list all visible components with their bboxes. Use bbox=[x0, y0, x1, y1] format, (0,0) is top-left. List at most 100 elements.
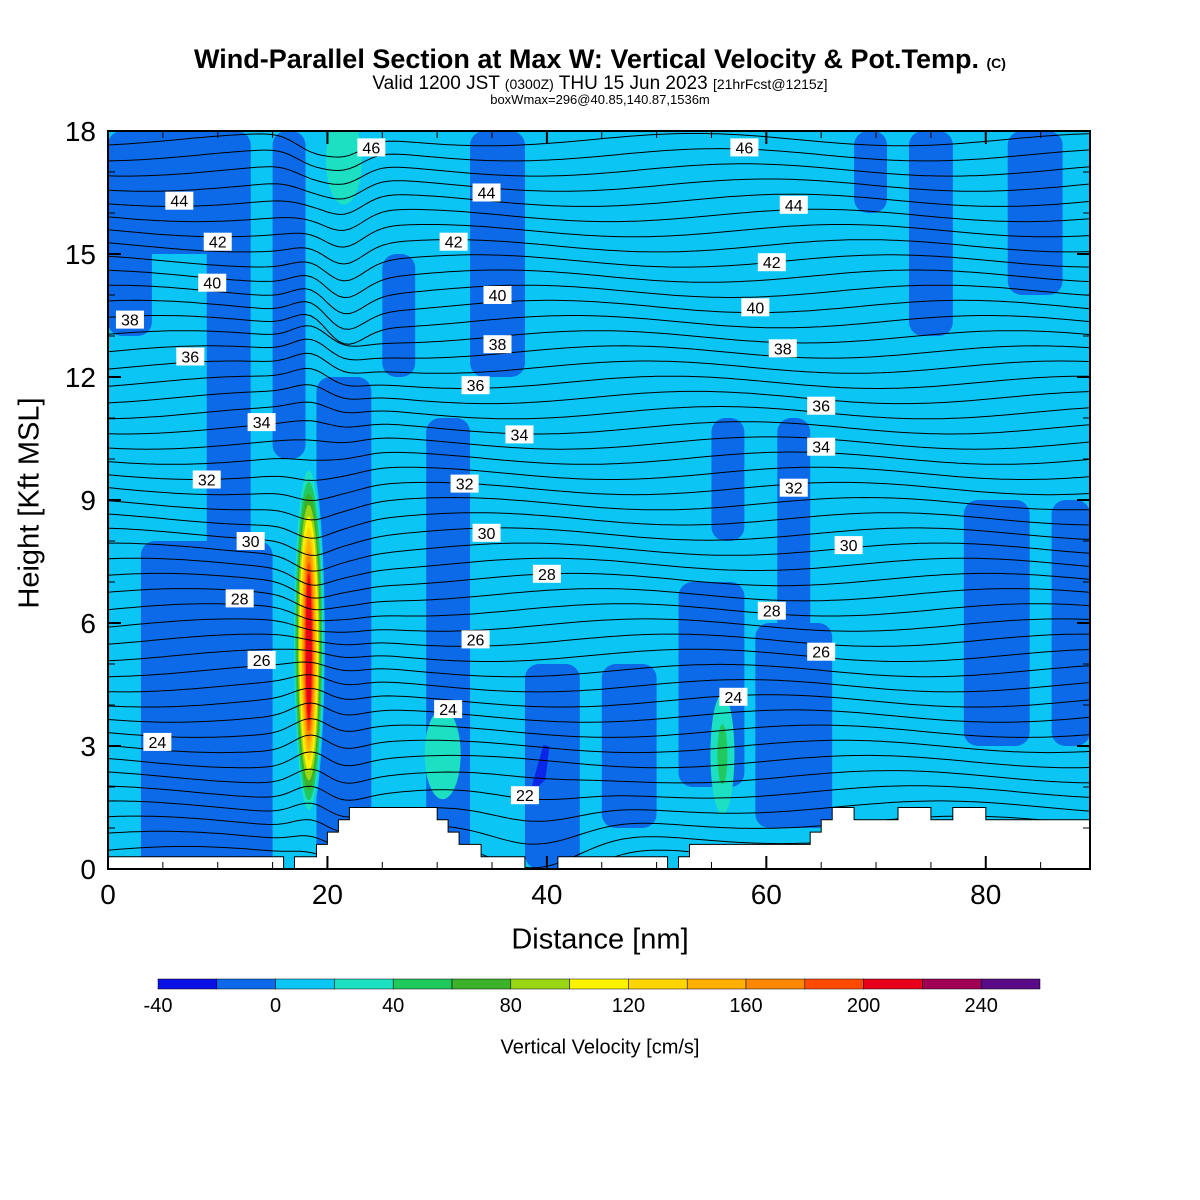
theta-label-box bbox=[461, 630, 490, 649]
theta-label-box bbox=[143, 732, 172, 751]
downdraft-region bbox=[777, 418, 811, 664]
colorbar-swatch bbox=[334, 978, 394, 990]
theta-label-box bbox=[719, 687, 748, 706]
theta-label-text: 46 bbox=[735, 140, 753, 157]
theta-label-text: 32 bbox=[456, 477, 474, 494]
colorbar-swatch bbox=[216, 978, 276, 990]
theta-contour-label: 28 bbox=[225, 589, 254, 608]
theta-label-box bbox=[505, 425, 534, 444]
theta-contour-line bbox=[108, 313, 1090, 345]
theta-label-text: 26 bbox=[253, 653, 271, 670]
x-axis-label: Distance [nm] bbox=[511, 923, 689, 956]
theta-contour-label: 22 bbox=[510, 786, 539, 805]
colorbar-tick-label: 160 bbox=[729, 995, 762, 1017]
theta-label-text: 36 bbox=[181, 350, 199, 367]
colorbar-tick-label: 240 bbox=[965, 995, 998, 1017]
theta-contour-label: 32 bbox=[779, 478, 808, 498]
theta-contour-line bbox=[108, 163, 1090, 185]
theta-contour-line bbox=[108, 436, 1090, 450]
theta-label-text: 44 bbox=[478, 186, 496, 203]
downdraft-region bbox=[1007, 131, 1063, 295]
theta-label-box bbox=[779, 478, 808, 497]
theta-contour-line bbox=[108, 178, 1090, 200]
theta-label-box bbox=[483, 335, 512, 354]
theta-label-text: 30 bbox=[478, 526, 496, 543]
theta-label-box bbox=[115, 310, 144, 329]
colorbar-swatch bbox=[275, 978, 335, 990]
theta-label-box bbox=[532, 564, 561, 583]
theta-contour-line bbox=[108, 352, 1090, 374]
theta-contour-line bbox=[108, 466, 1090, 481]
theta-label-box bbox=[768, 339, 797, 358]
theta-contour-line bbox=[108, 451, 1090, 465]
theta-contour-line bbox=[108, 338, 1090, 361]
theta-label-text: 44 bbox=[785, 198, 803, 215]
x-tick-label: 0 bbox=[100, 879, 116, 910]
theta-label-text: 36 bbox=[467, 378, 485, 395]
colorbar-tick-label: 200 bbox=[847, 995, 880, 1017]
y-tick-label: 0 bbox=[80, 854, 96, 885]
theta-label-text: 24 bbox=[725, 690, 743, 707]
colorbar-swatch bbox=[569, 978, 629, 990]
theta-contour-label: 28 bbox=[532, 564, 561, 584]
terrain-surface bbox=[107, 807, 1091, 870]
theta-contour-label: 38 bbox=[115, 310, 144, 330]
theta-contour-line bbox=[108, 401, 1090, 420]
theta-contour-line bbox=[108, 367, 1090, 389]
theta-contour-line bbox=[108, 254, 1090, 282]
pot-temp-contour-labels: 22 24 26 28 30 32 34 36 38 40 42 44 46 24 26 28 30 32 34 36… bbox=[115, 138, 863, 805]
theta-label-box bbox=[461, 376, 490, 395]
theta-label-text: 28 bbox=[231, 591, 249, 608]
theta-label-text: 32 bbox=[785, 481, 803, 498]
theta-label-box bbox=[203, 232, 232, 251]
theta-label-text: 28 bbox=[763, 604, 781, 621]
theta-contour-label: 34 bbox=[807, 437, 836, 457]
theta-label-box bbox=[450, 474, 479, 493]
theta-contour-line bbox=[108, 527, 1090, 556]
colorbar-swatch bbox=[863, 978, 923, 990]
theta-contour-line bbox=[108, 768, 1090, 784]
theta-contour-line bbox=[108, 734, 1090, 754]
theta-contour-line bbox=[108, 208, 1090, 231]
theta-contour-label: 24 bbox=[434, 700, 463, 719]
theta-label-box bbox=[439, 232, 468, 251]
theta-contour-line bbox=[108, 512, 1090, 539]
theta-contour-label: 44 bbox=[779, 195, 808, 215]
colorbar-swatch bbox=[628, 978, 688, 990]
theta-label-text: 26 bbox=[467, 632, 485, 649]
theta-label-box bbox=[472, 523, 501, 542]
theta-contour-line bbox=[108, 603, 1090, 622]
theta-contour-line bbox=[108, 572, 1090, 599]
theta-contour-line bbox=[108, 193, 1090, 215]
theta-label-text: 46 bbox=[362, 140, 380, 157]
theta-contour-label: 26 bbox=[247, 650, 276, 670]
copyright-mark: (C) bbox=[986, 55, 1006, 71]
colorbar-tick-label: 80 bbox=[500, 995, 522, 1017]
terrain-mask bbox=[107, 807, 1091, 870]
theta-contour-line bbox=[108, 687, 1090, 708]
theta-label-text: 40 bbox=[746, 300, 764, 317]
colorbar-swatch bbox=[392, 978, 453, 990]
theta-contour-label: 28 bbox=[757, 601, 786, 621]
theta-contour-label: 38 bbox=[483, 335, 512, 354]
theta-label-box bbox=[807, 437, 836, 456]
updraft-core-band bbox=[305, 573, 312, 722]
theta-contour-label: 26 bbox=[807, 642, 836, 662]
colorbar: -40 0 40 80 120 160 200 240 bbox=[144, 978, 1041, 1017]
theta-contour-line bbox=[108, 785, 1090, 801]
colorbar-swatch bbox=[451, 978, 512, 990]
theta-contour-label: 24 bbox=[143, 732, 172, 752]
theta-contour-line bbox=[108, 751, 1090, 769]
theta-label-box bbox=[236, 532, 265, 550]
theta-contour-line bbox=[108, 588, 1090, 611]
downdraft-region bbox=[316, 377, 372, 869]
theta-label-box bbox=[165, 191, 194, 210]
updraft-core bbox=[325, 131, 362, 205]
theta-label-text: 28 bbox=[538, 567, 556, 584]
y-tick-label: 18 bbox=[65, 116, 96, 147]
colorbar-swatch bbox=[157, 978, 218, 990]
theta-contour-label: 46 bbox=[730, 138, 759, 157]
theta-label-text: 42 bbox=[445, 235, 463, 252]
theta-label-text: 36 bbox=[812, 399, 830, 416]
